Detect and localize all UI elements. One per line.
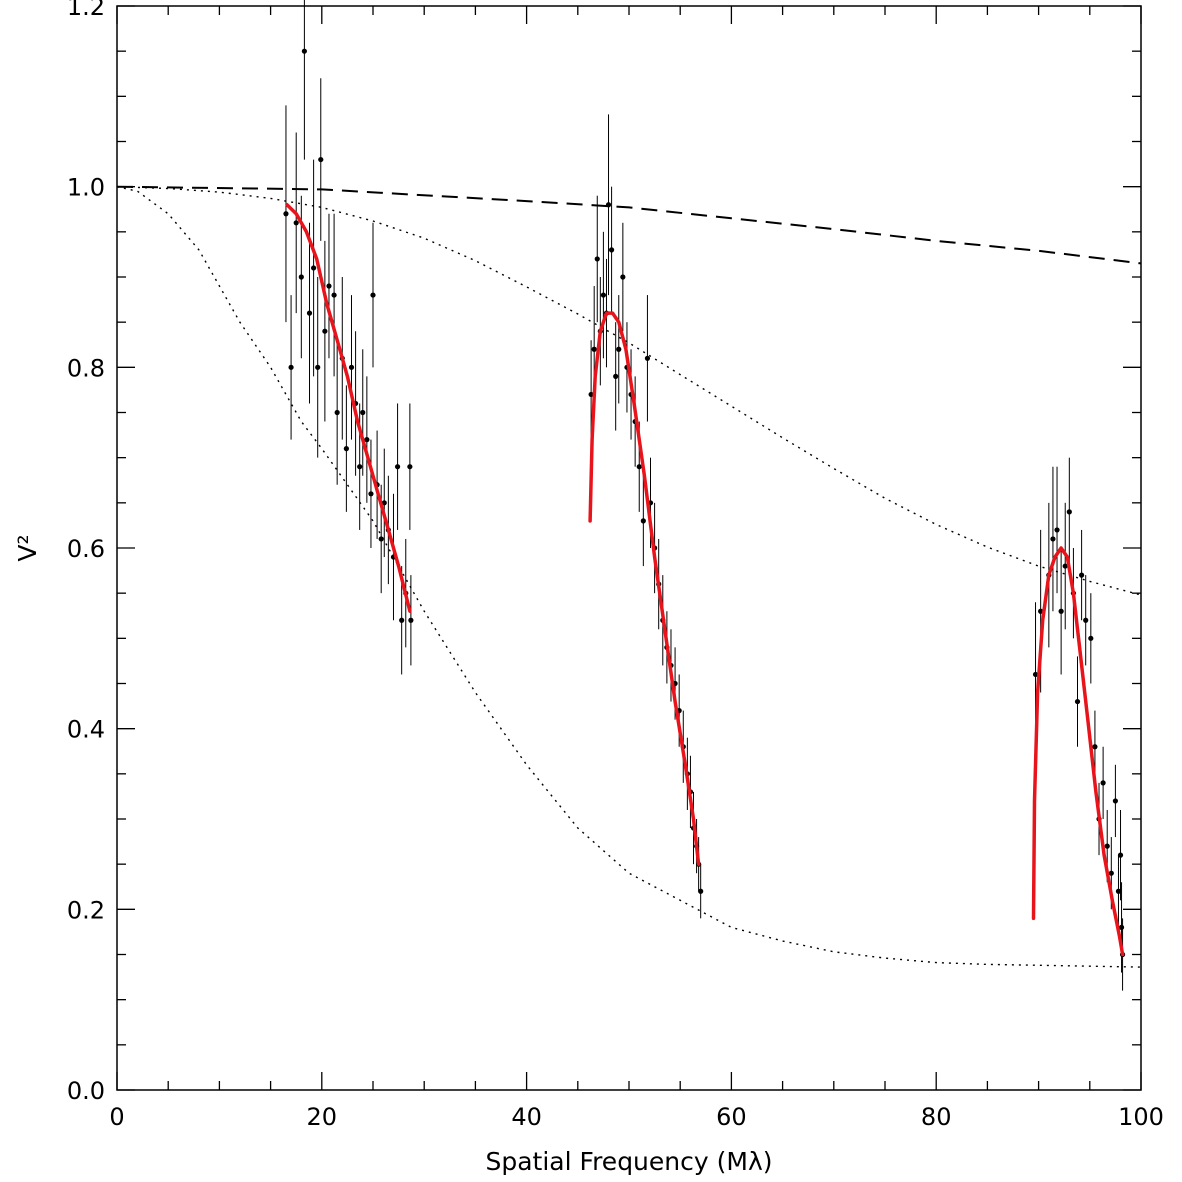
data-point [318, 156, 324, 163]
data-point [306, 310, 313, 316]
data-point [1115, 888, 1122, 894]
data-point [1054, 527, 1060, 533]
data-point [636, 464, 642, 470]
data-point [1083, 617, 1089, 623]
data-point [1117, 852, 1124, 858]
dashed-model-line [116, 185, 1142, 265]
data-point [326, 283, 332, 289]
data-point [394, 464, 401, 470]
fit-curve [588, 311, 701, 866]
y-tick-label: 1.2 [67, 0, 105, 21]
data-point [331, 292, 337, 298]
data-point [1032, 671, 1039, 678]
y-tick-label: 0.8 [67, 354, 105, 382]
fit-curve [1031, 546, 1125, 957]
data-point [1074, 698, 1081, 705]
x-tick-label: 100 [1118, 1103, 1164, 1131]
model-curves [116, 185, 1142, 968]
data-point [293, 220, 299, 226]
y-tick-labels: 0.0 0.2 0.4 0.6 0.8 1.0 1.2 [67, 0, 105, 1105]
x-tick-labels: 0 20 40 60 80 100 [109, 1103, 1164, 1131]
data-point [640, 518, 646, 524]
data-point [360, 409, 366, 416]
data-point [301, 48, 307, 54]
fit-curves [285, 202, 1125, 957]
axis-ticks [116, 5, 1142, 1091]
data-point [407, 464, 413, 470]
data-point [1038, 608, 1044, 614]
data-point [322, 328, 328, 334]
data-point [1112, 798, 1118, 804]
data-point [399, 617, 405, 623]
data-point [288, 364, 294, 370]
data-point [1118, 924, 1125, 931]
data-point [1058, 608, 1064, 614]
x-tick-label: 20 [307, 1103, 338, 1131]
y-tick-label: 1.0 [67, 174, 105, 202]
data-point [1050, 536, 1056, 542]
data-point [613, 373, 619, 379]
data-point [591, 346, 597, 352]
data-point [298, 274, 304, 280]
data-point [644, 355, 651, 361]
data-point [311, 265, 317, 271]
data-point [381, 500, 387, 506]
data-point [378, 536, 384, 542]
data-point [588, 391, 594, 398]
y-tick-label: 0.4 [67, 716, 105, 744]
x-tick-label: 80 [921, 1103, 952, 1131]
data-point [370, 292, 376, 298]
data-point [605, 202, 612, 208]
data-point [1104, 843, 1110, 849]
data-point [368, 491, 374, 497]
x-axis-label: Spatial Frequency (Mλ) [486, 1147, 773, 1176]
data-point [1108, 870, 1114, 876]
data-point [1066, 509, 1072, 515]
data-point [348, 364, 355, 370]
data-point [1062, 563, 1068, 569]
x-tick-label: 60 [716, 1103, 747, 1131]
data-point [343, 446, 349, 452]
data-point [620, 274, 626, 280]
data-point [698, 888, 704, 894]
fit-curve [285, 202, 412, 613]
error-bars [285, 0, 1124, 991]
y-tick-label: 0.0 [67, 1077, 105, 1105]
data-point [616, 346, 622, 352]
dotted-model-line [116, 186, 1142, 596]
data-point [364, 437, 370, 443]
data-point [1100, 780, 1106, 786]
y-axis-label: V² [13, 534, 42, 561]
data-point [1079, 572, 1085, 578]
data-point [408, 617, 414, 623]
data-point [315, 364, 321, 370]
data-point [334, 409, 340, 416]
y-tick-label: 0.6 [67, 535, 105, 563]
data-point [283, 211, 289, 217]
plot-frame [116, 5, 1142, 1091]
x-tick-label: 0 [109, 1103, 124, 1131]
data-point [594, 256, 600, 262]
data-point [608, 247, 615, 253]
data-point [600, 292, 607, 298]
data-point [1092, 744, 1098, 750]
data-point [1088, 635, 1094, 641]
data-point [357, 464, 363, 470]
x-tick-label: 40 [511, 1103, 542, 1131]
y-tick-label: 0.2 [67, 896, 105, 924]
dotted-model-line [116, 186, 1142, 968]
